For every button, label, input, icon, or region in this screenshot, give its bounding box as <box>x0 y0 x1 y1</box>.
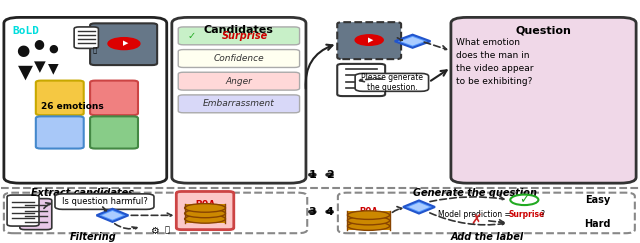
Circle shape <box>326 210 333 213</box>
Text: Confidence: Confidence <box>214 54 264 63</box>
Circle shape <box>309 210 316 213</box>
Text: BQA: BQA <box>359 207 378 217</box>
FancyBboxPatch shape <box>90 81 138 115</box>
Text: ●: ● <box>17 43 29 58</box>
Text: 4: 4 <box>326 207 333 217</box>
FancyBboxPatch shape <box>337 64 385 96</box>
Text: Generate the question: Generate the question <box>413 188 536 198</box>
Ellipse shape <box>348 211 390 219</box>
Polygon shape <box>97 209 129 222</box>
Text: What emotion
does the man in
the video appear
to be exhibiting?: What emotion does the man in the video a… <box>456 38 534 86</box>
Text: ⚙: ⚙ <box>150 226 158 236</box>
Text: Candidates: Candidates <box>204 25 274 35</box>
Circle shape <box>108 38 140 50</box>
Circle shape <box>510 195 538 205</box>
Text: Is question harmful?: Is question harmful? <box>61 197 147 206</box>
Text: ?: ? <box>540 210 545 219</box>
FancyBboxPatch shape <box>451 17 636 183</box>
FancyBboxPatch shape <box>74 27 99 48</box>
Ellipse shape <box>348 222 390 230</box>
FancyBboxPatch shape <box>355 73 429 91</box>
FancyBboxPatch shape <box>55 194 154 209</box>
Text: Surprise: Surprise <box>508 210 545 219</box>
FancyBboxPatch shape <box>176 191 234 230</box>
Bar <box>348 211 390 230</box>
Text: 2: 2 <box>326 170 333 180</box>
Text: 26 emotions: 26 emotions <box>41 102 104 111</box>
Text: ▼: ▼ <box>49 61 59 76</box>
Text: ▼: ▼ <box>17 63 33 82</box>
Text: Filtering: Filtering <box>70 232 116 242</box>
FancyBboxPatch shape <box>178 95 300 113</box>
Text: ▶: ▶ <box>122 41 128 47</box>
Polygon shape <box>102 211 123 220</box>
FancyBboxPatch shape <box>7 195 39 226</box>
FancyBboxPatch shape <box>337 22 401 59</box>
Circle shape <box>326 174 333 176</box>
Text: Surprise: Surprise <box>222 31 268 41</box>
Polygon shape <box>401 37 424 46</box>
Circle shape <box>309 174 316 176</box>
FancyBboxPatch shape <box>338 193 635 233</box>
FancyBboxPatch shape <box>178 72 300 90</box>
Text: ✓: ✓ <box>188 31 196 41</box>
FancyBboxPatch shape <box>20 199 52 230</box>
Bar <box>184 204 225 223</box>
Ellipse shape <box>348 216 390 225</box>
Text: BQA: BQA <box>195 200 215 210</box>
Text: 🔍: 🔍 <box>93 46 97 53</box>
Text: Please generate
the question.: Please generate the question. <box>361 73 423 92</box>
Text: Add the label: Add the label <box>451 232 524 242</box>
Text: Extract candidates: Extract candidates <box>31 188 134 198</box>
FancyBboxPatch shape <box>4 17 167 183</box>
Text: ▶: ▶ <box>368 37 373 43</box>
Text: ✓: ✓ <box>519 193 530 206</box>
FancyBboxPatch shape <box>172 17 306 183</box>
Text: 1: 1 <box>308 170 316 180</box>
FancyBboxPatch shape <box>4 193 307 233</box>
FancyBboxPatch shape <box>90 23 157 65</box>
FancyBboxPatch shape <box>178 50 300 68</box>
FancyBboxPatch shape <box>178 27 300 45</box>
Text: Anger: Anger <box>225 77 252 86</box>
Text: Embarrassment: Embarrassment <box>203 99 275 108</box>
Polygon shape <box>408 203 429 211</box>
Polygon shape <box>395 35 431 48</box>
Text: BoLD: BoLD <box>12 26 39 36</box>
Text: ●: ● <box>49 43 59 53</box>
Text: Model prediction =: Model prediction = <box>438 210 513 219</box>
FancyBboxPatch shape <box>36 116 84 148</box>
Ellipse shape <box>184 204 225 212</box>
Text: 🗑: 🗑 <box>164 226 169 234</box>
Text: ▼: ▼ <box>35 59 46 74</box>
Circle shape <box>355 35 383 45</box>
Text: Easy: Easy <box>586 195 611 205</box>
FancyBboxPatch shape <box>36 81 84 115</box>
FancyBboxPatch shape <box>90 116 138 148</box>
Text: ✗: ✗ <box>470 213 483 227</box>
Ellipse shape <box>184 209 225 218</box>
Text: Hard: Hard <box>584 219 611 229</box>
Text: ●: ● <box>33 37 44 50</box>
Text: 3: 3 <box>308 207 316 217</box>
Text: Question: Question <box>516 26 572 36</box>
Polygon shape <box>403 200 435 214</box>
Ellipse shape <box>184 215 225 223</box>
